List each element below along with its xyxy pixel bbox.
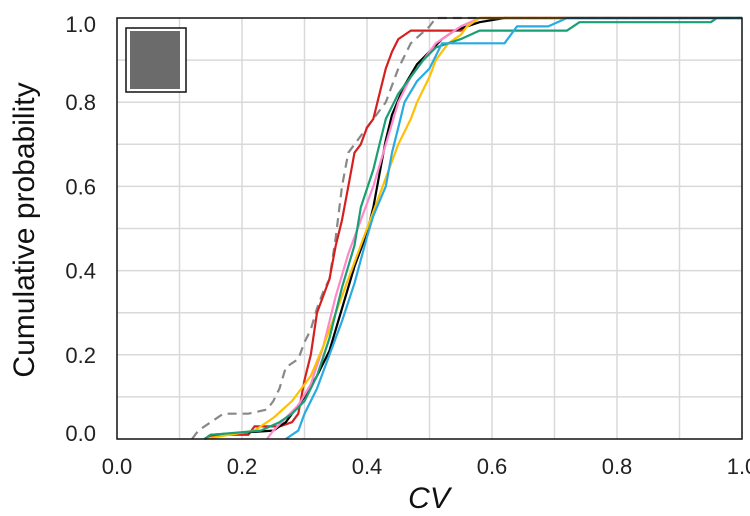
series-line-2 xyxy=(204,16,742,441)
series-line-5 xyxy=(204,16,742,441)
grid-lines xyxy=(117,18,742,439)
plot-frame xyxy=(116,17,743,440)
x-tick-label: 0.6 xyxy=(477,454,508,479)
y-axis-label: Cumulative probability xyxy=(8,82,41,377)
series-line-6 xyxy=(203,16,742,440)
tick-labels: 0.0 0.2 0.4 0.6 0.8 1.0 0.0 0.2 0.4 0.6 0.8 1.0 xyxy=(65,12,750,479)
y-tick-label: 0.8 xyxy=(65,90,96,115)
x-tick-label: 0.8 xyxy=(602,454,633,479)
series-lines xyxy=(191,16,742,441)
y-tick-label: 0.0 xyxy=(65,421,96,446)
x-axis-label: CV xyxy=(408,482,453,515)
x-tick-label: 0.4 xyxy=(352,454,383,479)
series-line-1 xyxy=(191,16,742,440)
legend xyxy=(125,27,187,93)
x-tick-label: 0.0 xyxy=(102,454,133,479)
y-tick-label: 0.2 xyxy=(65,343,96,368)
y-tick-label: 1.0 xyxy=(65,12,96,37)
legend-swatch xyxy=(130,31,180,89)
x-tick-label: 1.0 xyxy=(727,454,750,479)
series-line-7 xyxy=(285,16,742,440)
y-tick-label: 0.4 xyxy=(65,259,96,284)
x-tick-label: 0.2 xyxy=(227,454,258,479)
series-line-4 xyxy=(266,16,742,440)
y-tick-label: 0.6 xyxy=(65,174,96,199)
